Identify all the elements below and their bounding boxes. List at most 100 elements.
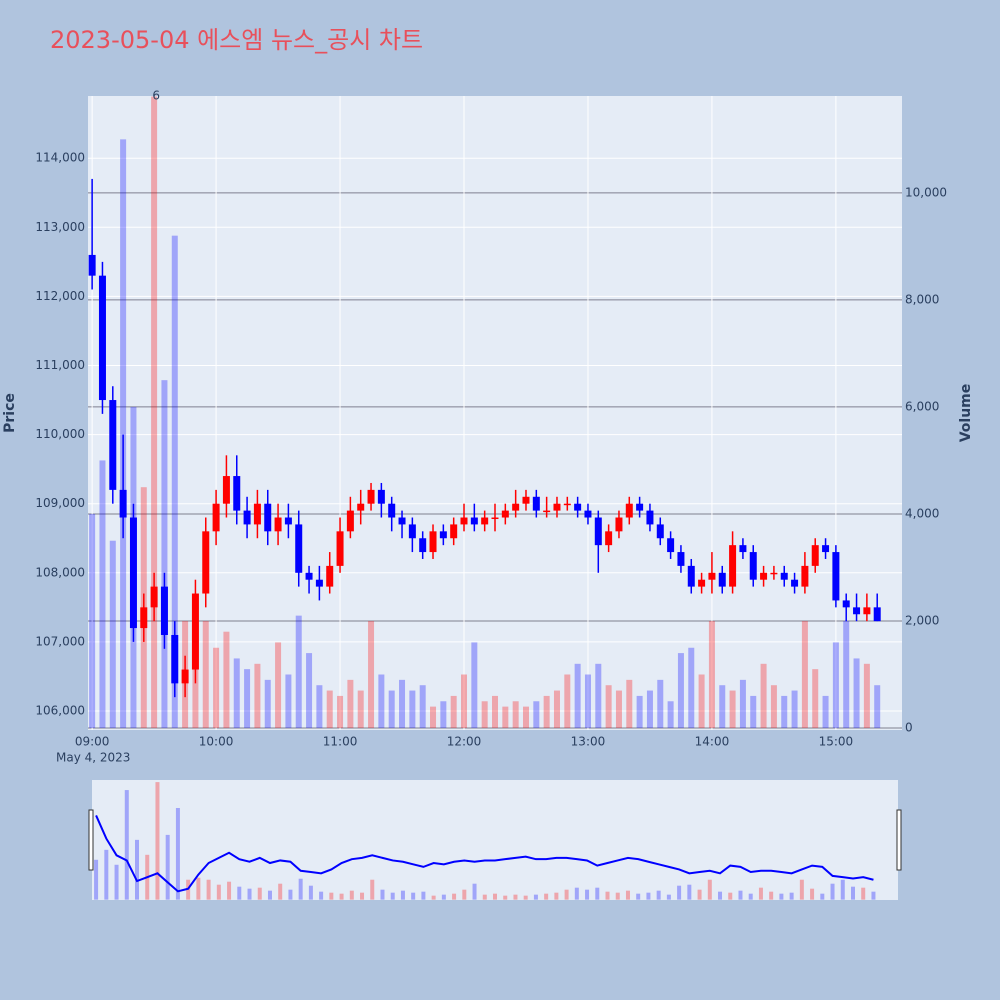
volume-bar <box>739 679 746 729</box>
x-tick-label: 10:00 <box>199 735 234 749</box>
y-tick-label: 108,000 <box>35 565 85 579</box>
candle-body <box>491 517 499 520</box>
x-tick-label: 11:00 <box>323 735 358 749</box>
volume-bar <box>481 701 488 729</box>
candle-body <box>501 510 509 518</box>
mini-volume-bar <box>830 883 835 900</box>
candle-body <box>202 531 210 594</box>
candle-body <box>615 517 623 532</box>
volume-bar <box>295 615 302 729</box>
candle-body <box>367 489 375 504</box>
candle-body <box>760 572 768 580</box>
candle-body <box>749 552 757 580</box>
mini-volume-bar <box>493 893 497 900</box>
mini-volume-bar <box>748 893 753 900</box>
candle-body <box>853 607 861 615</box>
volume-bar <box>357 690 364 729</box>
candle-body <box>181 669 189 684</box>
candle-body <box>481 517 489 525</box>
y2-tick-label: 2,000 <box>905 613 939 627</box>
candle-body <box>832 552 840 601</box>
volume-bar <box>677 653 684 729</box>
candle-body <box>584 510 592 518</box>
mini-volume-bar <box>94 859 99 900</box>
y-tick-label: 109,000 <box>35 496 85 510</box>
candle-body <box>543 510 551 513</box>
mini-volume-bar <box>789 892 794 900</box>
volume-bar <box>471 642 478 729</box>
volume-bar <box>99 460 106 729</box>
volume-bar <box>430 706 437 729</box>
candle-body <box>873 607 881 622</box>
mini-volume-bar <box>625 890 630 900</box>
x-tick-label: 13:00 <box>571 735 606 749</box>
volume-bar <box>533 701 540 729</box>
mini-volume-bar <box>370 879 375 900</box>
candle-body <box>636 503 644 511</box>
mini-volume-bar <box>656 890 661 900</box>
mini-volume-bar <box>216 884 221 900</box>
mini-volume-bar <box>298 878 303 900</box>
volume-bar <box>874 685 881 729</box>
candle-body <box>419 538 427 553</box>
candle-body <box>842 600 850 608</box>
candle-body <box>770 572 778 575</box>
candle-body <box>346 510 354 532</box>
volume-bar <box>750 695 757 729</box>
y-tick-label: 111,000 <box>35 358 85 372</box>
candle-body <box>450 524 458 539</box>
candle-body <box>470 517 478 525</box>
mini-volume-bar <box>615 892 620 900</box>
mini-volume-bar <box>585 889 590 900</box>
mini-volume-bar <box>718 891 723 900</box>
volume-bar <box>202 620 209 729</box>
y-tick-label: 113,000 <box>35 220 85 234</box>
mini-volume-bar <box>554 892 559 900</box>
volume-bar <box>492 695 498 729</box>
volume-bar <box>233 658 240 729</box>
mini-volume-bar <box>206 879 211 900</box>
volume-bar <box>564 674 571 729</box>
mini-volume-bar <box>308 885 313 900</box>
candle-body <box>398 517 406 525</box>
mini-price-line <box>95 815 874 893</box>
range-handle[interactable] <box>88 809 94 871</box>
volume-bar <box>636 695 643 729</box>
candle-body <box>667 538 675 553</box>
candle-body <box>574 503 582 511</box>
mini-volume-bar <box>267 890 272 900</box>
candle-body <box>822 545 830 553</box>
plot-area <box>88 96 902 730</box>
volume-bar <box>461 674 468 729</box>
mini-volume-bar <box>288 889 293 900</box>
candle-body <box>687 565 695 587</box>
candle-body <box>811 545 819 566</box>
y-axis-title: Price <box>2 393 18 433</box>
y-tick-label: 114,000 <box>35 151 85 165</box>
mini-volume-bar <box>349 890 354 900</box>
candle-body <box>284 517 292 525</box>
volume-bar <box>595 663 602 729</box>
rangeslider[interactable] <box>92 780 898 900</box>
volume-bar <box>781 695 788 729</box>
range-handle[interactable] <box>896 809 902 871</box>
mini-volume-bar <box>380 889 385 900</box>
mini-volume-bar <box>247 888 252 900</box>
volume-bar <box>667 701 674 729</box>
chart-title: 2023-05-04 에스엠 뉴스_공시 차트 <box>50 26 423 54</box>
volume-bar <box>863 663 870 729</box>
volume-bar <box>626 679 633 729</box>
volume-bar <box>729 690 736 729</box>
mini-volume-bar <box>339 893 344 900</box>
volume-bar <box>574 663 581 729</box>
candle-body <box>274 517 282 532</box>
candle-body <box>460 517 468 525</box>
date-label: May 4, 2023 <box>56 751 130 765</box>
mini-volume-bar <box>278 883 283 900</box>
candle-body <box>222 476 230 504</box>
volume-bar <box>832 642 839 729</box>
volume-bar <box>316 685 323 729</box>
volume-bar <box>791 690 798 729</box>
mini-volume-bar <box>677 885 682 900</box>
mini-volume-bar <box>400 890 405 900</box>
